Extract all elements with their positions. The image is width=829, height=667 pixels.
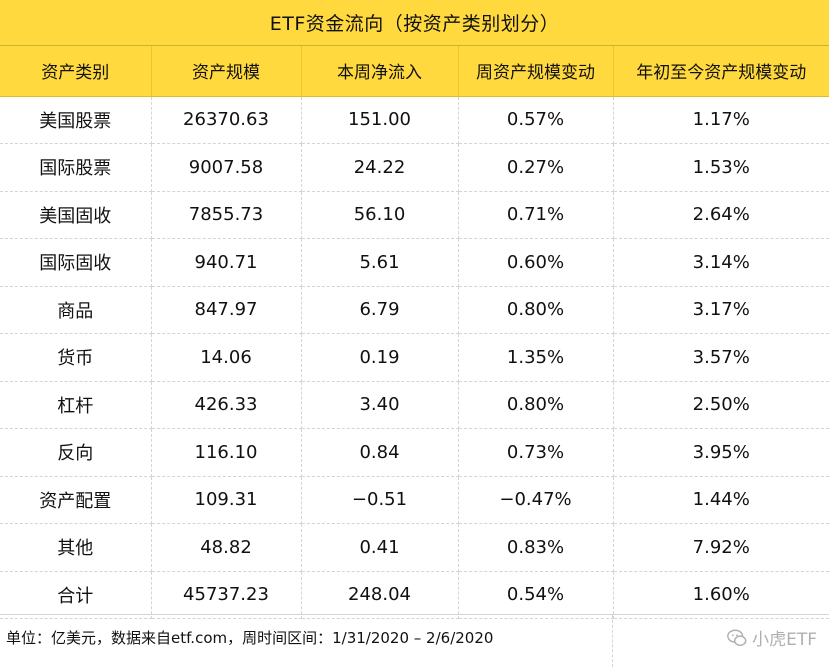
ytd-change-cell: 2.50% [613, 381, 829, 429]
ytd-change-cell: 3.17% [613, 286, 829, 334]
table-row: 商品 847.97 6.79 0.80% 3.17% [0, 286, 829, 334]
weekly-change-cell: 0.73% [458, 428, 614, 477]
aum-cell: 14.06 [151, 333, 302, 382]
aum-cell: 847.97 [151, 286, 302, 334]
watermark: 小虎ETF [726, 625, 817, 650]
weekly-change-cell: 0.57% [458, 96, 614, 144]
header-row: 资产类别 资产规模 本周净流入 周资产规模变动 年初至今资产规模变动 [0, 46, 829, 97]
wechat-icon [727, 628, 747, 646]
table-row: 其他 48.82 0.41 0.83% 7.92% [0, 523, 829, 572]
asset-class-cell: 国际固收 [0, 238, 152, 287]
ytd-change-cell: 1.53% [613, 143, 829, 192]
asset-class-cell: 杠杆 [0, 381, 152, 429]
weekly-change-cell: 0.60% [458, 238, 614, 287]
aum-cell: 9007.58 [151, 143, 302, 192]
weekly-change-cell: 0.80% [458, 286, 614, 334]
title-bar: ETF资金流向（按资产类别划分） [0, 0, 829, 46]
column-header-aum: 资产规模 [151, 46, 302, 97]
weekly-change-cell: 1.35% [458, 333, 614, 382]
weekly-change-cell: 0.54% [458, 571, 614, 619]
weekly-inflow-cell: 24.22 [301, 143, 459, 192]
ytd-change-cell: 7.92% [613, 523, 829, 572]
asset-class-cell: 合计 [0, 571, 152, 619]
weekly-inflow-cell: 3.40 [301, 381, 459, 429]
ytd-change-cell: 2.64% [613, 191, 829, 239]
weekly-change-cell: 0.27% [458, 143, 614, 192]
weekly-inflow-cell: 248.04 [301, 571, 459, 619]
table-row: 货币 14.06 0.19 1.35% 3.57% [0, 333, 829, 382]
ytd-change-cell: 3.95% [613, 428, 829, 477]
asset-class-cell: 反向 [0, 428, 152, 477]
table-row: 杠杆 426.33 3.40 0.80% 2.50% [0, 381, 829, 429]
table-row: 国际股票 9007.58 24.22 0.27% 1.53% [0, 143, 829, 192]
column-header-ytd-change: 年初至今资产规模变动 [613, 46, 829, 97]
column-header-weekly-inflow: 本周净流入 [301, 46, 459, 97]
ytd-change-cell: 3.14% [613, 238, 829, 287]
weekly-inflow-cell: 0.41 [301, 523, 459, 572]
aum-cell: 109.31 [151, 476, 302, 524]
footer-note: 单位：亿美元，数据来自etf.com，周时间区间：1/31/2020 – 2/6… [6, 629, 494, 647]
asset-class-cell: 美国固收 [0, 191, 152, 239]
weekly-change-cell: 0.83% [458, 523, 614, 572]
column-header-asset-class: 资产类别 [0, 46, 152, 97]
table-row: 国际固收 940.71 5.61 0.60% 3.14% [0, 238, 829, 287]
ytd-change-cell: 1.60% [613, 571, 829, 619]
aum-cell: 940.71 [151, 238, 302, 287]
weekly-inflow-cell: 0.19 [301, 333, 459, 382]
footer-divider [612, 615, 613, 667]
weekly-change-cell: −0.47% [458, 476, 614, 524]
weekly-inflow-cell: 0.84 [301, 428, 459, 477]
asset-class-cell: 国际股票 [0, 143, 152, 192]
weekly-change-cell: 0.80% [458, 381, 614, 429]
ytd-change-cell: 3.57% [613, 333, 829, 382]
footer: 单位：亿美元，数据来自etf.com，周时间区间：1/31/2020 – 2/6… [0, 614, 829, 667]
table-row: 资产配置 109.31 −0.51 −0.47% 1.44% [0, 476, 829, 524]
asset-class-cell: 商品 [0, 286, 152, 334]
asset-class-cell: 其他 [0, 523, 152, 572]
table-body: 美国股票 26370.63 151.00 0.57% 1.17% 国际股票 9007.58 2… [0, 96, 829, 619]
weekly-change-cell: 0.71% [458, 191, 614, 239]
weekly-inflow-cell: 6.79 [301, 286, 459, 334]
weekly-inflow-cell: 5.61 [301, 238, 459, 287]
ytd-change-cell: 1.17% [613, 96, 829, 144]
aum-cell: 7855.73 [151, 191, 302, 239]
column-header-weekly-change: 周资产规模变动 [458, 46, 614, 97]
etf-flow-table: 资产类别 资产规模 本周净流入 周资产规模变动 年初至今资产规模变动 美国股票 2… [0, 46, 829, 619]
aum-cell: 48.82 [151, 523, 302, 572]
table-row: 美国固收 7855.73 56.10 0.71% 2.64% [0, 191, 829, 239]
weekly-inflow-cell: 56.10 [301, 191, 459, 239]
weekly-inflow-cell: 151.00 [301, 96, 459, 144]
aum-cell: 26370.63 [151, 96, 302, 144]
weekly-inflow-cell: −0.51 [301, 476, 459, 524]
aum-cell: 116.10 [151, 428, 302, 477]
total-row: 合计 45737.23 248.04 0.54% 1.60% [0, 571, 829, 619]
aum-cell: 426.33 [151, 381, 302, 429]
ytd-change-cell: 1.44% [613, 476, 829, 524]
aum-cell: 45737.23 [151, 571, 302, 619]
table-row: 反向 116.10 0.84 0.73% 3.95% [0, 428, 829, 477]
table-title: ETF资金流向（按资产类别划分） [269, 13, 560, 35]
asset-class-cell: 资产配置 [0, 476, 152, 524]
watermark-text: 小虎ETF [752, 630, 817, 650]
asset-class-cell: 货币 [0, 333, 152, 382]
table-row: 美国股票 26370.63 151.00 0.57% 1.17% [0, 96, 829, 144]
asset-class-cell: 美国股票 [0, 96, 152, 144]
